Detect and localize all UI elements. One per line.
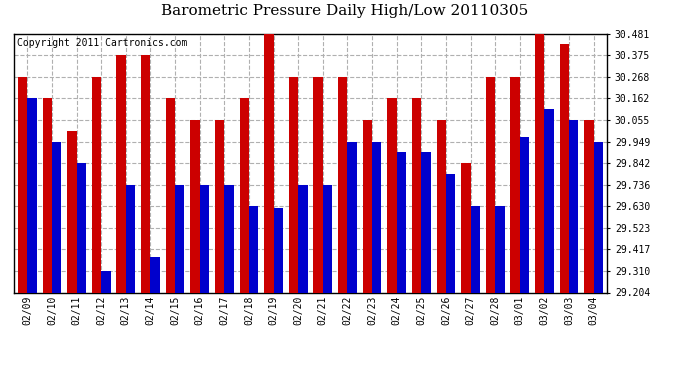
Bar bbox=[593, 141, 603, 292]
Bar bbox=[190, 120, 199, 292]
Text: Barometric Pressure Daily High/Low 20110305: Barometric Pressure Daily High/Low 20110… bbox=[161, 4, 529, 18]
Bar bbox=[520, 137, 529, 292]
Bar bbox=[397, 153, 406, 292]
Bar bbox=[422, 153, 431, 292]
Bar bbox=[166, 98, 175, 292]
Bar bbox=[560, 45, 569, 292]
Bar bbox=[495, 206, 504, 292]
Bar bbox=[471, 206, 480, 292]
Bar bbox=[372, 141, 382, 292]
Bar bbox=[52, 141, 61, 292]
Bar bbox=[289, 77, 298, 292]
Bar bbox=[18, 77, 28, 292]
Bar bbox=[338, 77, 348, 292]
Text: Copyright 2011 Cartronics.com: Copyright 2011 Cartronics.com bbox=[17, 38, 187, 48]
Bar bbox=[175, 185, 184, 292]
Bar bbox=[67, 131, 77, 292]
Bar bbox=[313, 77, 323, 292]
Bar bbox=[511, 77, 520, 292]
Bar bbox=[412, 98, 422, 292]
Bar bbox=[486, 77, 495, 292]
Bar bbox=[101, 271, 110, 292]
Bar bbox=[363, 120, 372, 292]
Bar bbox=[199, 185, 209, 292]
Bar bbox=[461, 163, 471, 292]
Bar bbox=[298, 185, 308, 292]
Bar bbox=[77, 163, 86, 292]
Bar bbox=[224, 185, 234, 292]
Bar bbox=[150, 257, 160, 292]
Bar bbox=[544, 110, 554, 292]
Bar bbox=[323, 185, 332, 292]
Bar bbox=[446, 174, 455, 292]
Bar bbox=[126, 185, 135, 292]
Bar bbox=[584, 120, 593, 292]
Bar bbox=[535, 34, 544, 292]
Bar bbox=[92, 77, 101, 292]
Bar bbox=[141, 55, 150, 292]
Bar bbox=[264, 34, 273, 292]
Bar bbox=[249, 206, 258, 292]
Bar bbox=[273, 208, 283, 292]
Bar bbox=[437, 120, 446, 292]
Bar bbox=[43, 98, 52, 292]
Bar bbox=[28, 98, 37, 292]
Bar bbox=[387, 98, 397, 292]
Bar bbox=[569, 120, 578, 292]
Bar bbox=[215, 120, 224, 292]
Bar bbox=[239, 98, 249, 292]
Bar bbox=[117, 55, 126, 292]
Bar bbox=[348, 141, 357, 292]
